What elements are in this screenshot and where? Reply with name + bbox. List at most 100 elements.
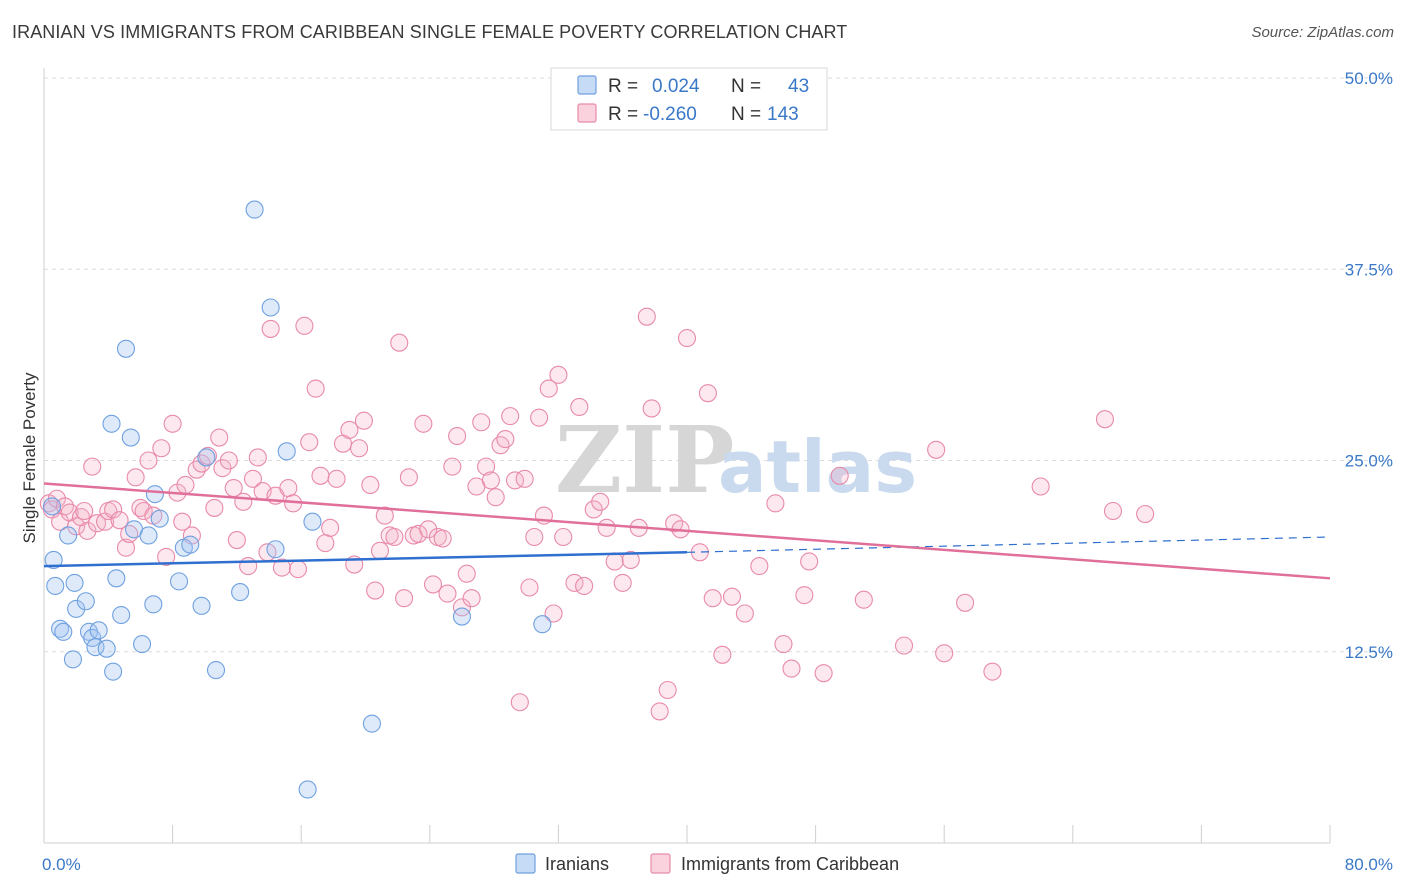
iranian-point-17 bbox=[112, 605, 131, 625]
trend-line-caribbean bbox=[43, 482, 1331, 580]
caribbean-point-106 bbox=[575, 576, 594, 596]
caribbean-point-36 bbox=[219, 451, 238, 470]
caribbean-point-48 bbox=[279, 478, 298, 498]
caribbean-point-108 bbox=[591, 492, 610, 511]
caribbean-point-130 bbox=[782, 659, 801, 678]
caribbean-point-83 bbox=[457, 564, 476, 583]
caribbean-point-116 bbox=[650, 702, 669, 721]
caribbean-point-79 bbox=[438, 584, 457, 603]
caribbean-point-111 bbox=[613, 573, 632, 592]
iranian-point-1 bbox=[44, 550, 63, 570]
legend-r-value-0: 0.024 bbox=[652, 76, 700, 97]
caribbean-point-92 bbox=[501, 407, 520, 426]
caribbean-point-70 bbox=[395, 589, 414, 608]
caribbean-point-97 bbox=[525, 527, 544, 547]
caribbean-point-128 bbox=[766, 494, 785, 513]
iranian-point-6 bbox=[63, 650, 82, 669]
caribbean-point-143 bbox=[1103, 501, 1123, 521]
caribbean-point-88 bbox=[481, 471, 500, 490]
caribbean-point-42 bbox=[248, 448, 267, 467]
iranian-point-34 bbox=[245, 200, 264, 219]
caribbean-point-107 bbox=[584, 500, 603, 519]
watermark-atlas: atlas bbox=[718, 425, 917, 509]
y-tick-label-3: 50.0% bbox=[1345, 69, 1393, 88]
iranian-point-3 bbox=[51, 619, 70, 638]
x-tick-label-min: 0.0% bbox=[42, 855, 81, 874]
caribbean-point-21 bbox=[139, 451, 158, 470]
caribbean-point-59 bbox=[340, 420, 359, 439]
iranian-point-38 bbox=[298, 780, 317, 799]
watermark: ZIP atlas bbox=[555, 406, 917, 514]
iranian-point-24 bbox=[145, 485, 164, 504]
iranian-point-22 bbox=[133, 635, 152, 654]
caribbean-point-89 bbox=[486, 488, 505, 507]
iranian-point-40 bbox=[362, 714, 381, 733]
caribbean-point-10 bbox=[83, 457, 102, 476]
caribbean-point-90 bbox=[491, 436, 510, 455]
caribbean-point-34 bbox=[210, 428, 229, 447]
iranian-point-27 bbox=[169, 572, 189, 591]
caribbean-point-54 bbox=[311, 466, 330, 485]
caribbean-point-14 bbox=[104, 500, 123, 519]
caribbean-point-82 bbox=[452, 598, 472, 617]
caribbean-point-16 bbox=[116, 538, 136, 557]
watermark-zip: ZIP bbox=[555, 406, 734, 514]
iranian-point-2 bbox=[46, 576, 65, 596]
caribbean-point-56 bbox=[321, 518, 340, 537]
x-tick-label-max: 80.0% bbox=[1345, 855, 1393, 874]
iranian-point-35 bbox=[261, 298, 280, 317]
caribbean-point-110 bbox=[605, 552, 624, 571]
caribbean-point-24 bbox=[157, 547, 176, 566]
caribbean-point-105 bbox=[570, 397, 589, 417]
caribbean-point-35 bbox=[213, 459, 232, 478]
iranian-point-32 bbox=[206, 661, 226, 680]
trend-line-iranians bbox=[43, 551, 688, 568]
caribbean-point-18 bbox=[126, 468, 145, 487]
iranian-point-33 bbox=[231, 583, 250, 602]
iranian-point-42 bbox=[533, 615, 552, 634]
legend-r-label-0: R = bbox=[608, 76, 638, 97]
caribbean-point-23 bbox=[152, 439, 171, 458]
caribbean-point-38 bbox=[227, 531, 246, 550]
iranian-point-4 bbox=[54, 622, 73, 641]
caribbean-point-139 bbox=[956, 593, 975, 612]
caribbean-point-61 bbox=[350, 439, 369, 458]
legend-n-label-0: N = bbox=[731, 76, 761, 97]
caribbean-point-131 bbox=[795, 586, 814, 605]
caribbean-point-87 bbox=[477, 457, 496, 476]
iranian-point-8 bbox=[67, 599, 86, 618]
iranian-point-23 bbox=[144, 595, 163, 614]
caribbean-point-62 bbox=[354, 411, 373, 430]
y-axis-label: Single Female Poverty bbox=[20, 372, 39, 544]
caribbean-point-94 bbox=[510, 693, 529, 712]
iranian-point-0 bbox=[42, 497, 62, 516]
caribbean-point-134 bbox=[830, 466, 849, 485]
caribbean-point-40 bbox=[239, 557, 258, 576]
caribbean-point-45 bbox=[261, 319, 280, 338]
trend-line-iranians-extension bbox=[686, 536, 1331, 553]
caribbean-point-133 bbox=[814, 664, 833, 683]
caribbean-point-73 bbox=[409, 524, 428, 543]
caribbean-point-50 bbox=[288, 560, 308, 579]
axes bbox=[43, 68, 1331, 844]
y-tick-label-2: 37.5% bbox=[1345, 260, 1393, 279]
caribbean-point-80 bbox=[443, 457, 462, 476]
caribbean-point-142 bbox=[1095, 410, 1114, 429]
legend-n-value-0: 43 bbox=[788, 76, 809, 97]
caribbean-point-91 bbox=[496, 430, 515, 449]
caribbean-point-141 bbox=[1031, 477, 1050, 496]
y-tick-label-0: 12.5% bbox=[1345, 643, 1393, 662]
caribbean-point-55 bbox=[316, 534, 335, 553]
caribbean-point-28 bbox=[176, 475, 195, 495]
caribbean-point-39 bbox=[234, 492, 253, 511]
iranian-point-5 bbox=[59, 526, 78, 545]
caribbean-point-25 bbox=[163, 414, 182, 433]
caribbean-point-140 bbox=[983, 662, 1002, 681]
caribbean-point-137 bbox=[927, 440, 946, 459]
caribbean-point-109 bbox=[597, 518, 616, 537]
caribbean-point-135 bbox=[854, 590, 873, 609]
bottom-legend: Iranians Immigrants from Caribbean bbox=[515, 853, 899, 874]
caribbean-point-132 bbox=[800, 552, 819, 571]
caribbean-point-27 bbox=[173, 512, 192, 531]
